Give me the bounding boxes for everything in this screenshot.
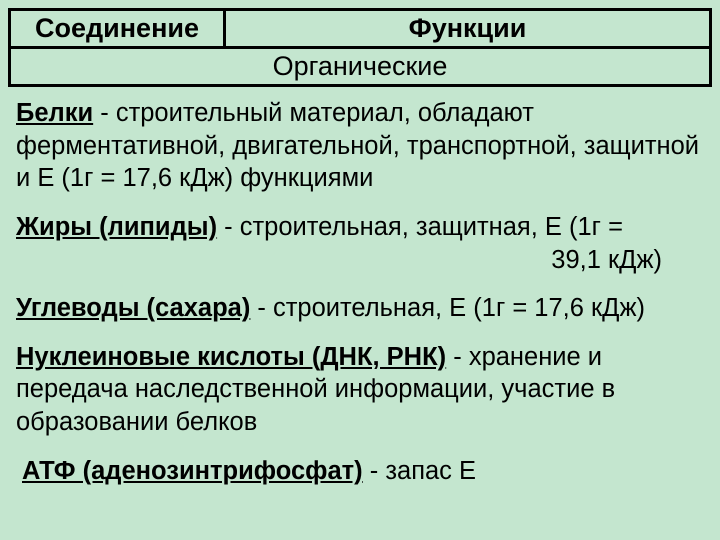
desc-carbs: - строительная, Е (1г = 17,6 кДж) xyxy=(250,294,645,322)
term-proteins: Белки xyxy=(16,99,93,127)
header-table: Соединение Функции Органические xyxy=(8,8,712,87)
header-row: Соединение Функции xyxy=(10,10,711,48)
term-nucleic: Нуклеиновые кислоты (ДНК, РНК) xyxy=(16,343,446,371)
entry-nucleic: Нуклеиновые кислоты (ДНК, РНК) - хранени… xyxy=(16,341,702,439)
header-col-compound: Соединение xyxy=(10,10,225,48)
entry-atp: АТФ (аденозинтрифосфат) - запас Е xyxy=(16,455,702,488)
entry-carbs: Углеводы (сахара) - строительная, Е (1г … xyxy=(16,292,702,325)
subhead-cell: Органические xyxy=(10,48,711,86)
page-root: Соединение Функции Органические Белки - … xyxy=(0,0,720,540)
desc-proteins: - строительный материал, обладают фермен… xyxy=(16,99,699,192)
term-atp: АТФ (аденозинтрифосфат) xyxy=(22,457,363,485)
term-carbs: Углеводы (сахара) xyxy=(16,294,250,322)
desc-atp: - запас Е xyxy=(363,457,476,485)
subhead-row: Органические xyxy=(10,48,711,86)
content: Белки - строительный материал, обладают … xyxy=(8,87,712,487)
entry-proteins: Белки - строительный материал, обладают … xyxy=(16,97,702,195)
entry-lipids: Жиры (липиды) - строительная, защитная, … xyxy=(16,211,702,276)
header-col-functions: Функции xyxy=(225,10,711,48)
term-lipids: Жиры (липиды) xyxy=(16,213,217,241)
